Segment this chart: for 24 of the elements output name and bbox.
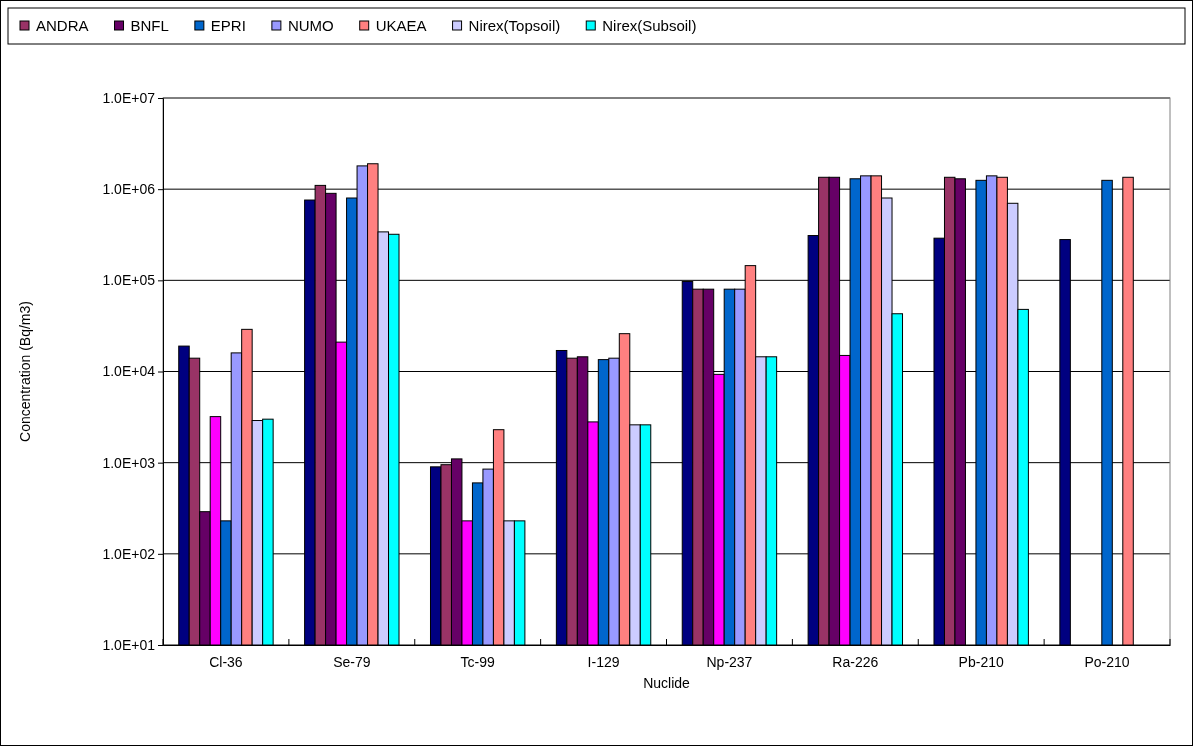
x-tick-label: Po-210 (1084, 653, 1130, 670)
x-tick-label: Cl-36 (209, 653, 243, 670)
y-tick-label: 1.0E+04 (102, 363, 156, 380)
legend-label: Nirex(Subsoil) (602, 17, 697, 34)
y-tick-label: 1.0E+02 (102, 545, 156, 562)
legend-label: NUMO (287, 17, 334, 34)
x-tick-label: Ra-226 (832, 653, 879, 670)
y-tick-label: 1.0E+07 (102, 89, 156, 106)
legend-label: Nirex(Topsoil) (468, 17, 561, 34)
x-tick-label: Pb-210 (958, 653, 1004, 670)
x-tick-label: Tc-99 (460, 653, 496, 670)
y-tick-label: 1.0E+05 (102, 272, 156, 289)
x-tick-label: Np-237 (706, 653, 753, 670)
legend-label: ANDRA (36, 17, 89, 34)
x-tick-label: I-129 (587, 653, 620, 670)
x-axis-title: Nuclide (643, 675, 691, 691)
x-tick-label: Se-79 (333, 653, 371, 670)
y-tick-label: 1.0E+06 (102, 181, 156, 198)
legend-label: UKAEA (375, 17, 427, 34)
y-tick-label: 1.0E+03 (102, 454, 156, 471)
legend-label: BNFL (130, 17, 169, 34)
legend-label: EPRI (210, 17, 246, 34)
y-tick-label: 1.0E+01 (102, 636, 156, 653)
y-axis-title: Concentration (Bq/m3) (17, 301, 33, 442)
